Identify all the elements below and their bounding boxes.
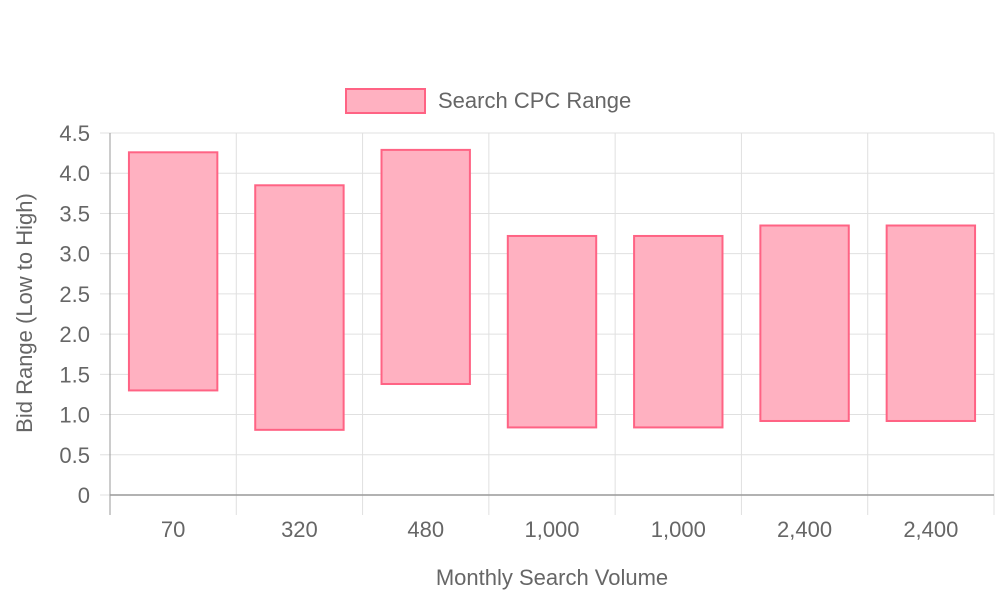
y-tick-label: 1.0 bbox=[59, 403, 90, 428]
bars-layer bbox=[127, 148, 977, 431]
x-tick-label: 320 bbox=[281, 517, 318, 542]
y-axis-title: Bid Range (Low to High) bbox=[12, 193, 37, 433]
bar[interactable] bbox=[633, 234, 724, 429]
x-tick-label: 1,000 bbox=[524, 517, 579, 542]
bar[interactable] bbox=[759, 224, 850, 422]
bar[interactable] bbox=[127, 151, 219, 392]
y-tick-label: 4.5 bbox=[59, 121, 90, 146]
legend-label[interactable]: Search CPC Range bbox=[438, 88, 631, 113]
x-axis-title: Monthly Search Volume bbox=[436, 565, 668, 590]
y-tick-label: 3.5 bbox=[59, 201, 90, 226]
legend[interactable]: Search CPC Range bbox=[345, 88, 631, 114]
x-tick-label: 2,400 bbox=[903, 517, 958, 542]
x-tick-label: 480 bbox=[407, 517, 444, 542]
x-tick-label: 2,400 bbox=[777, 517, 832, 542]
y-tick-label: 0 bbox=[78, 483, 90, 508]
axis-layer: 0 0.5 1.0 1.5 2.0 2.5 3.0 3.5 4.0 4.5 70 320 480 1,00… bbox=[59, 121, 994, 542]
bar[interactable] bbox=[885, 224, 977, 422]
legend-swatch[interactable] bbox=[345, 88, 426, 114]
y-tick-label: 0.5 bbox=[59, 443, 90, 468]
bar[interactable] bbox=[380, 148, 471, 385]
bar[interactable] bbox=[506, 234, 598, 429]
bar[interactable] bbox=[254, 184, 345, 431]
y-tick-label: 1.5 bbox=[59, 362, 90, 387]
x-tick-label: 1,000 bbox=[651, 517, 706, 542]
y-tick-label: 4.0 bbox=[59, 161, 90, 186]
y-tick-label: 2.0 bbox=[59, 322, 90, 347]
y-tick-label: 2.5 bbox=[59, 282, 90, 307]
y-tick-label: 3.0 bbox=[59, 242, 90, 267]
x-tick-label: 70 bbox=[161, 517, 185, 542]
